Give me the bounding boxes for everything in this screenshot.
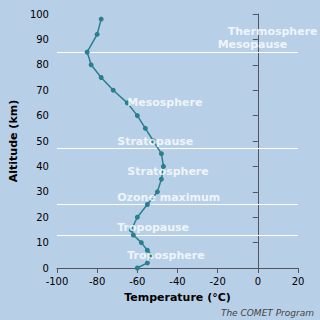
svg-text:Altitude (km): Altitude (km) bbox=[7, 100, 20, 182]
svg-text:0: 0 bbox=[255, 276, 261, 287]
svg-text:Tropopause: Tropopause bbox=[117, 221, 189, 234]
svg-text:-60: -60 bbox=[129, 276, 145, 287]
svg-text:-40: -40 bbox=[169, 276, 185, 287]
svg-text:10: 10 bbox=[36, 237, 49, 248]
svg-text:70: 70 bbox=[36, 85, 49, 96]
svg-text:Mesosphere: Mesosphere bbox=[127, 96, 202, 109]
svg-text:Ozone maximum: Ozone maximum bbox=[117, 191, 220, 204]
svg-text:30: 30 bbox=[36, 186, 49, 197]
svg-text:0: 0 bbox=[43, 263, 49, 274]
svg-text:-80: -80 bbox=[89, 276, 105, 287]
svg-text:Troposphere: Troposphere bbox=[127, 249, 204, 262]
svg-text:The COMET Program: The COMET Program bbox=[221, 308, 314, 318]
svg-text:-100: -100 bbox=[46, 276, 69, 287]
svg-text:Stratopause: Stratopause bbox=[117, 135, 193, 148]
svg-text:40: 40 bbox=[36, 161, 49, 172]
svg-text:80: 80 bbox=[36, 59, 49, 70]
svg-text:Mesopause: Mesopause bbox=[218, 38, 288, 51]
svg-text:60: 60 bbox=[36, 110, 49, 121]
svg-text:-20: -20 bbox=[209, 276, 225, 287]
svg-text:90: 90 bbox=[36, 34, 49, 45]
svg-text:100: 100 bbox=[30, 9, 49, 20]
svg-text:20: 20 bbox=[36, 212, 49, 223]
svg-text:Stratosphere: Stratosphere bbox=[127, 165, 208, 178]
svg-text:Thermosphere: Thermosphere bbox=[228, 25, 318, 38]
svg-text:Temperature (°C): Temperature (°C) bbox=[124, 291, 231, 304]
svg-text:50: 50 bbox=[36, 136, 49, 147]
svg-text:20: 20 bbox=[292, 276, 305, 287]
